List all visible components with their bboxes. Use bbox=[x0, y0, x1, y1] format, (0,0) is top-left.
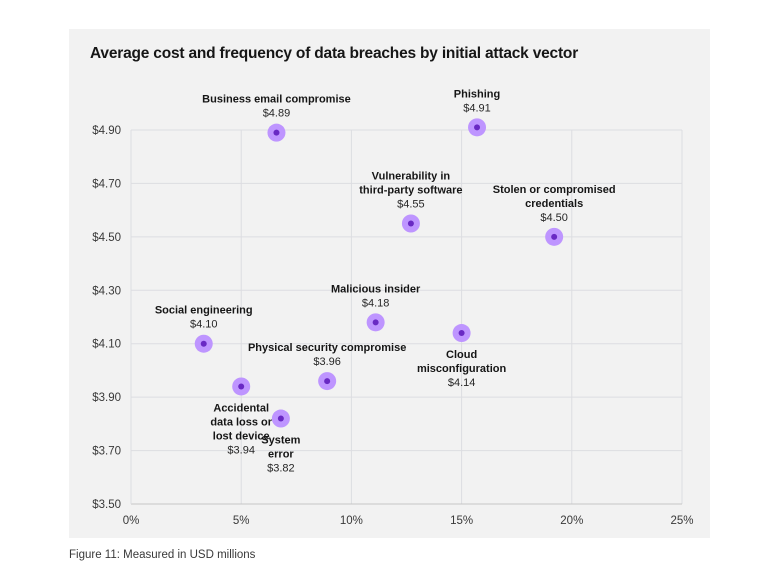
data-label: Malicious insider bbox=[331, 283, 421, 295]
data-point bbox=[372, 319, 379, 326]
y-tick-label: $4.30 bbox=[92, 285, 121, 297]
data-label: Phishing bbox=[454, 88, 500, 100]
y-tick-label: $4.90 bbox=[92, 125, 121, 137]
data-point bbox=[273, 129, 280, 136]
data-point bbox=[277, 415, 284, 422]
data-point bbox=[551, 233, 558, 240]
data-label: misconfiguration bbox=[417, 363, 507, 375]
data-label: Accidental bbox=[213, 402, 269, 414]
chart-card bbox=[69, 29, 710, 538]
data-value-label: $3.94 bbox=[227, 444, 255, 456]
data-point bbox=[200, 340, 207, 347]
y-tick-label: $3.70 bbox=[92, 446, 121, 458]
y-tick-label: $3.90 bbox=[92, 392, 121, 404]
data-label: data loss or bbox=[210, 416, 272, 428]
x-tick-label: 25% bbox=[670, 515, 693, 527]
data-value-label: $4.55 bbox=[397, 199, 425, 211]
data-point bbox=[474, 124, 481, 131]
data-label: Vulnerability in bbox=[372, 171, 451, 183]
data-value-label: $4.89 bbox=[263, 108, 291, 120]
data-value-label: $4.14 bbox=[448, 377, 476, 389]
y-tick-label: $4.70 bbox=[92, 178, 121, 190]
x-tick-label: 5% bbox=[233, 515, 250, 527]
data-value-label: $3.82 bbox=[267, 463, 295, 475]
data-point bbox=[238, 383, 245, 390]
data-value-label: $4.10 bbox=[190, 319, 218, 331]
data-label: third-party software bbox=[359, 185, 462, 197]
data-label: Cloud bbox=[446, 349, 477, 361]
data-point bbox=[458, 330, 465, 337]
data-label: Social engineering bbox=[155, 305, 253, 317]
data-label: credentials bbox=[525, 198, 583, 210]
x-tick-label: 0% bbox=[123, 515, 140, 527]
data-label: Physical security compromise bbox=[248, 342, 406, 354]
data-point bbox=[324, 378, 331, 385]
data-value-label: $3.96 bbox=[313, 356, 341, 368]
x-tick-label: 10% bbox=[340, 515, 363, 527]
data-value-label: $4.50 bbox=[540, 212, 568, 224]
data-value-label: $4.18 bbox=[362, 297, 390, 309]
x-tick-label: 20% bbox=[560, 515, 583, 527]
data-value-label: $4.91 bbox=[463, 102, 491, 114]
data-label: Business email compromise bbox=[202, 94, 351, 106]
x-tick-label: 15% bbox=[450, 515, 473, 527]
data-label: lost device bbox=[213, 430, 270, 442]
data-point bbox=[407, 220, 414, 227]
y-tick-label: $4.10 bbox=[92, 339, 121, 351]
data-label: error bbox=[268, 449, 294, 461]
figure-caption: Figure 11: Measured in USD millions bbox=[69, 549, 256, 561]
chart-title: Average cost and frequency of data breac… bbox=[90, 45, 579, 62]
y-tick-label: $4.50 bbox=[92, 232, 121, 244]
y-tick-label: $3.50 bbox=[92, 499, 121, 511]
data-label: System bbox=[261, 435, 300, 447]
data-label: Stolen or compromised bbox=[493, 184, 616, 196]
